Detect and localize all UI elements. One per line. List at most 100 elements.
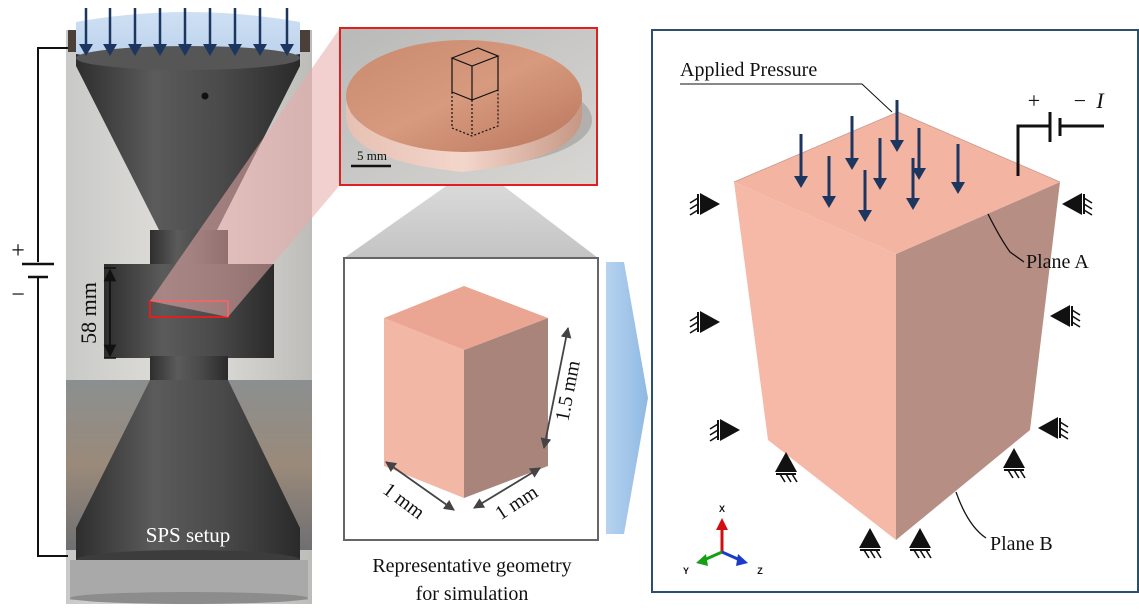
arrow-head <box>103 44 117 56</box>
support-triangle <box>859 528 881 548</box>
battery-plus: + <box>11 238 25 264</box>
support-hatch <box>791 473 798 483</box>
zoom-beam-photo <box>150 28 340 317</box>
support-triangle <box>775 452 797 472</box>
disc-edge <box>346 96 582 172</box>
pressure-arrow-1 <box>79 8 93 56</box>
thermocouple-hole <box>201 92 209 100</box>
applied-pressure-arrow-3 <box>794 134 808 188</box>
pressure-arrow-4 <box>153 8 167 56</box>
support-hatch <box>709 435 719 442</box>
arrow-head <box>822 196 836 208</box>
support-hatch <box>689 209 699 216</box>
arrow-head <box>79 44 93 56</box>
axis-y-label: Y <box>683 566 689 576</box>
support-hatch <box>689 315 699 322</box>
support-hatch <box>1059 433 1069 440</box>
support-hatch <box>709 423 719 430</box>
source-minus: − <box>1074 88 1086 113</box>
arrow-head <box>280 44 294 56</box>
support-triangle <box>1003 448 1025 468</box>
support-hatch <box>689 197 699 204</box>
sample-photo-frame <box>339 27 598 186</box>
source-plus: + <box>1028 88 1040 113</box>
geometry-caption-line2: for simulation <box>416 583 529 605</box>
axis-z-head <box>736 554 748 566</box>
geometry-panel: 1.5 mm 1 mm 1 mm Representative geometry… <box>343 257 599 605</box>
support-hatch <box>785 473 792 483</box>
applied-pressure-label: Applied Pressure <box>680 59 817 81</box>
plane-a-leader <box>987 213 1025 263</box>
boundary-support-4 <box>1062 193 1093 216</box>
pressure-arrow-8 <box>253 8 267 56</box>
support-hatch <box>863 549 870 559</box>
axis-z-line <box>721 550 741 562</box>
applied-pressure-arrow-5 <box>912 128 926 180</box>
applied-pressure-arrow-7 <box>906 158 920 210</box>
boundary-support-2 <box>689 311 720 334</box>
boundary-support-3 <box>709 419 740 442</box>
battery-minus: − <box>11 282 25 308</box>
support-hatch <box>919 549 926 559</box>
support-hatch <box>1071 315 1081 322</box>
arrow-head <box>794 176 808 188</box>
applied-pressure-arrows <box>794 100 965 222</box>
current-wire <box>1016 124 1050 176</box>
pressure-leader-line <box>680 83 893 113</box>
geometry-cube-side <box>464 318 548 498</box>
support-hatch <box>1007 469 1014 479</box>
support-triangle <box>1038 417 1058 439</box>
support-triangle <box>909 528 931 548</box>
pressure-arrow-7 <box>228 8 242 56</box>
applied-pressure-arrow-8 <box>858 170 872 222</box>
dimension-width-arrow <box>473 467 541 509</box>
geometry-cube-front <box>384 318 464 498</box>
lower-electrode-bottom <box>70 592 308 604</box>
boundary-support-5 <box>1050 305 1081 328</box>
arrow-head <box>228 44 242 56</box>
boundary-support-10 <box>909 528 932 559</box>
plane-a-label: Plane A <box>1026 251 1089 273</box>
pressure-arrows <box>79 8 294 56</box>
support-triangle <box>1050 305 1070 327</box>
support-hatch <box>913 549 920 559</box>
support-triangle <box>1062 193 1082 215</box>
applied-pressure-arrow-1 <box>890 100 904 152</box>
axis-x-head <box>716 518 728 530</box>
boundary-support-1 <box>689 193 720 216</box>
support-hatch <box>689 321 699 328</box>
pressure-arrow-3 <box>128 8 142 56</box>
boundary-support-7 <box>775 452 798 483</box>
arrow-head <box>128 44 142 56</box>
arrow-head <box>858 210 872 222</box>
dimension-depth-arrow <box>385 461 455 511</box>
scale-bar-label: 5 mm <box>357 148 387 163</box>
lower-graphite-cone <box>76 380 300 560</box>
support-hatch <box>689 327 699 334</box>
support-hatch <box>1059 427 1069 434</box>
axis-y-line <box>703 550 723 562</box>
support-hatch <box>709 429 719 436</box>
arrow-head <box>890 140 904 152</box>
arrow-head <box>951 182 965 194</box>
support-hatch <box>869 549 876 559</box>
arrow-head <box>253 44 267 56</box>
applied-pressure-arrow-2 <box>845 116 859 170</box>
geometry-caption-line1: Representative geometry <box>372 555 571 577</box>
support-hatch <box>689 203 699 210</box>
die-height-label: 58 mm <box>76 282 101 344</box>
sps-setup-caption: SPS setup <box>146 523 231 547</box>
current-symbol: I <box>1095 88 1105 113</box>
axis-x-label: X <box>719 504 725 514</box>
lower-punch <box>150 356 228 382</box>
support-hatch <box>1083 197 1093 204</box>
arrow-head <box>203 44 217 56</box>
boundary-supports <box>689 193 1093 559</box>
sample-cube-wireframe <box>450 47 500 137</box>
support-hatch <box>1083 209 1093 216</box>
pressure-arrow-5 <box>178 8 192 56</box>
arrow-head <box>906 198 920 210</box>
dimension-height-arrow <box>540 326 572 450</box>
arrow-head <box>153 44 167 56</box>
